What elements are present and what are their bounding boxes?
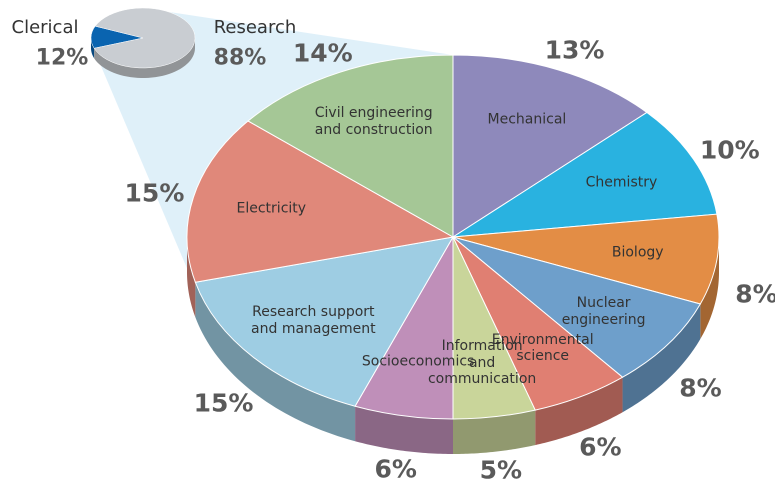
slice	[452, 54, 648, 238]
value-label: 6%	[374, 454, 417, 484]
category-label: Environmental science	[491, 331, 594, 365]
slice-side	[453, 410, 536, 454]
value-label: 13%	[544, 35, 605, 65]
category-label: Nuclear engineering	[561, 295, 646, 328]
slice-side	[187, 237, 196, 318]
slice	[452, 111, 718, 238]
slice	[452, 236, 702, 378]
category-label: Chemistry	[585, 174, 658, 191]
category-label: Information and communication	[427, 337, 537, 388]
value-label: 10%	[699, 135, 760, 165]
category-label: Electricity	[236, 200, 307, 217]
category-label: Clerical	[11, 17, 79, 39]
value-label: 8%	[679, 373, 722, 403]
value-label: 14%	[292, 38, 353, 68]
category-label: Research support and management	[251, 304, 376, 338]
slice	[247, 54, 454, 238]
category-label: Research	[213, 17, 297, 39]
slice	[93, 7, 196, 69]
slice-side	[700, 237, 719, 339]
slice-side	[535, 377, 623, 446]
value-label: 8%	[735, 279, 775, 309]
slice-side	[195, 282, 356, 442]
value-label: 15%	[124, 178, 185, 208]
category-label: Civil engineering and construction	[314, 104, 433, 138]
value-label: 88%	[213, 45, 267, 71]
value-label: 12%	[35, 45, 89, 71]
slice-side	[94, 38, 195, 78]
value-label: 5%	[479, 455, 523, 484]
slice	[452, 213, 720, 305]
category-label: Socioeconomics	[361, 353, 475, 370]
slice-side	[355, 406, 453, 454]
slice-side	[91, 38, 95, 59]
value-label: 6%	[579, 432, 622, 462]
category-label: Biology	[611, 244, 664, 261]
category-label: Mechanical	[487, 111, 567, 128]
slice	[186, 120, 455, 283]
value-label: 15%	[193, 388, 254, 418]
slice	[194, 236, 454, 407]
